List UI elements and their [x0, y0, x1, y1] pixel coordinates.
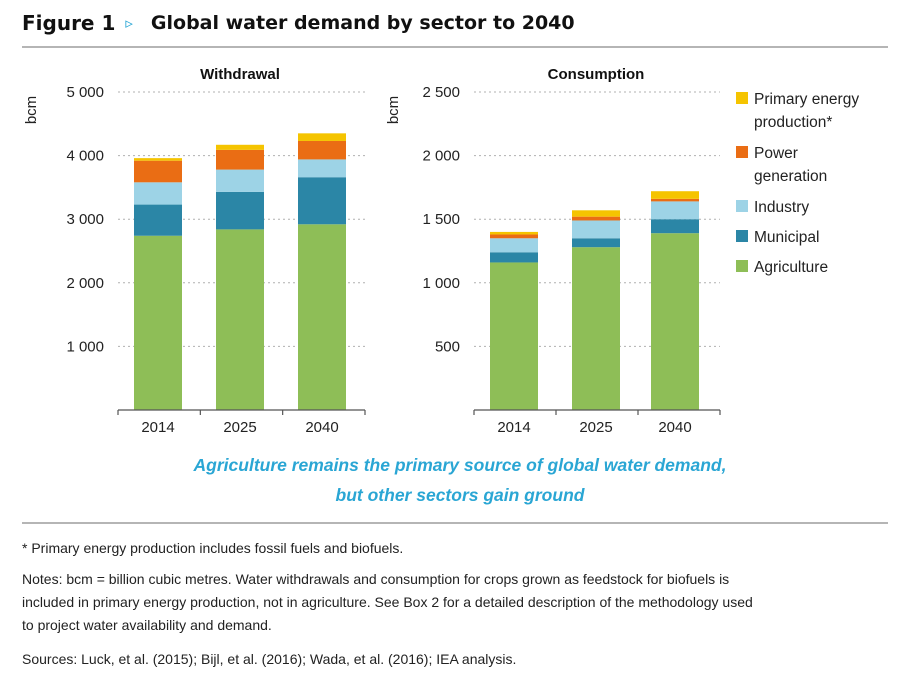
withdrawal-bar-2040-agriculture	[298, 224, 346, 410]
legend-label-1-1: generation	[754, 168, 827, 185]
legend-swatch-2	[736, 200, 748, 212]
consumption-bar-2025-power-generation	[572, 216, 620, 221]
consumption-bar-2014-industry	[490, 238, 538, 253]
withdrawal-bar-2025-agriculture	[216, 229, 264, 410]
triangle-arrow-icon: ▹	[125, 15, 133, 32]
consumption-bar-2014-primary-energy-production	[490, 231, 538, 235]
figure-header: Figure 1 ▹ Global water demand by sector…	[22, 8, 575, 38]
top-divider	[22, 46, 888, 48]
withdrawal-bar-2025-municipal	[216, 191, 264, 230]
withdrawal-bar-2040-power-generation	[298, 140, 346, 160]
legend-label-4-0: Agriculture	[754, 259, 828, 276]
withdrawal-ylabel: bcm	[23, 96, 40, 124]
withdrawal-bar-2014-power-generation	[134, 160, 182, 183]
consumption-ytick-label: 2 500	[422, 84, 460, 101]
withdrawal-bar-2014-industry	[134, 182, 182, 205]
legend-label-0-1: production*	[754, 114, 832, 131]
notes-line-1: Notes: bcm = billion cubic metres. Water…	[22, 571, 730, 587]
caption-line-2: but other sectors gain ground	[335, 485, 585, 505]
withdrawal-bar-2040-industry	[298, 159, 346, 178]
withdrawal-ytick-label: 5 000	[66, 84, 104, 101]
consumption-bar-2040-primary-energy-production	[651, 191, 699, 199]
legend-swatch-1	[736, 146, 748, 158]
consumption-xtick-label: 2014	[497, 419, 530, 436]
consumption-bar-2014-agriculture	[490, 262, 538, 410]
consumption-bar-2025-industry	[572, 220, 620, 239]
consumption-ytick-label: 1 000	[422, 275, 460, 292]
sources-line: Sources: Luck, et al. (2015); Bijl, et a…	[22, 651, 517, 667]
withdrawal-bar-2025-industry	[216, 169, 264, 192]
consumption-bar-2025-municipal	[572, 238, 620, 248]
withdrawal-bar-2014-agriculture	[134, 235, 182, 410]
withdrawal-bar-2025-power-generation	[216, 149, 264, 170]
consumption-bar-2040-agriculture	[651, 233, 699, 410]
withdrawal-bar-2040-municipal	[298, 177, 346, 225]
bottom-divider	[22, 522, 888, 524]
consumption-bar-2014-power-generation	[490, 234, 538, 239]
consumption-xtick-label: 2040	[658, 419, 691, 436]
legend-swatch-0	[736, 92, 748, 104]
legend-label-0-0: Primary energy	[754, 91, 859, 108]
withdrawal-ytick-label: 4 000	[66, 148, 104, 165]
withdrawal-bar-2025-primary-energy-production	[216, 144, 264, 150]
caption-line-1: Agriculture remains the primary source o…	[193, 455, 727, 475]
legend-label-3-0: Municipal	[754, 229, 819, 246]
withdrawal-bar-2040-primary-energy-production	[298, 133, 346, 141]
withdrawal-ytick-label: 3 000	[66, 211, 104, 228]
notes-line-2: included in primary energy production, n…	[22, 594, 753, 610]
withdrawal-bar-2014-primary-energy-production	[134, 158, 182, 161]
consumption-bar-2025-primary-energy-production	[572, 210, 620, 217]
consumption-ytick-label: 1 500	[422, 211, 460, 228]
consumption-bar-2040-power-generation	[651, 198, 699, 202]
charts-area: Withdrawal bcm 1 000 2 000 3 000 4 000 5 000 20…	[23, 66, 859, 436]
consumption-ytick-label: 500	[435, 338, 460, 355]
consumption-bar-2040-industry	[651, 201, 699, 220]
legend-label-2-0: Industry	[754, 199, 809, 216]
footnote-asterisk: * Primary energy production includes fos…	[22, 540, 404, 556]
withdrawal-ytick-label: 1 000	[66, 338, 104, 355]
consumption-ytick-label: 2 000	[422, 148, 460, 165]
notes-line-3: to project water availability and demand…	[22, 617, 272, 633]
figure-label: Figure 1	[22, 11, 116, 35]
consumption-bar-2025-agriculture	[572, 247, 620, 410]
withdrawal-xtick-label: 2014	[141, 419, 174, 436]
withdrawal-xtick-label: 2025	[223, 419, 256, 436]
withdrawal-bar-2014-municipal	[134, 204, 182, 236]
consumption-xtick-label: 2025	[579, 419, 612, 436]
consumption-ylabel: bcm	[385, 96, 402, 124]
withdrawal-chart-title: Withdrawal	[200, 66, 280, 83]
withdrawal-ytick-label: 2 000	[66, 275, 104, 292]
consumption-chart-title: Consumption	[548, 66, 645, 83]
legend-swatch-4	[736, 260, 748, 272]
consumption-bar-2014-municipal	[490, 252, 538, 263]
legend-swatch-3	[736, 230, 748, 242]
consumption-bar-2040-municipal	[651, 219, 699, 234]
withdrawal-xtick-label: 2040	[305, 419, 338, 436]
legend-label-1-0: Power	[754, 145, 798, 162]
figure-title: Global water demand by sector to 2040	[150, 12, 575, 34]
